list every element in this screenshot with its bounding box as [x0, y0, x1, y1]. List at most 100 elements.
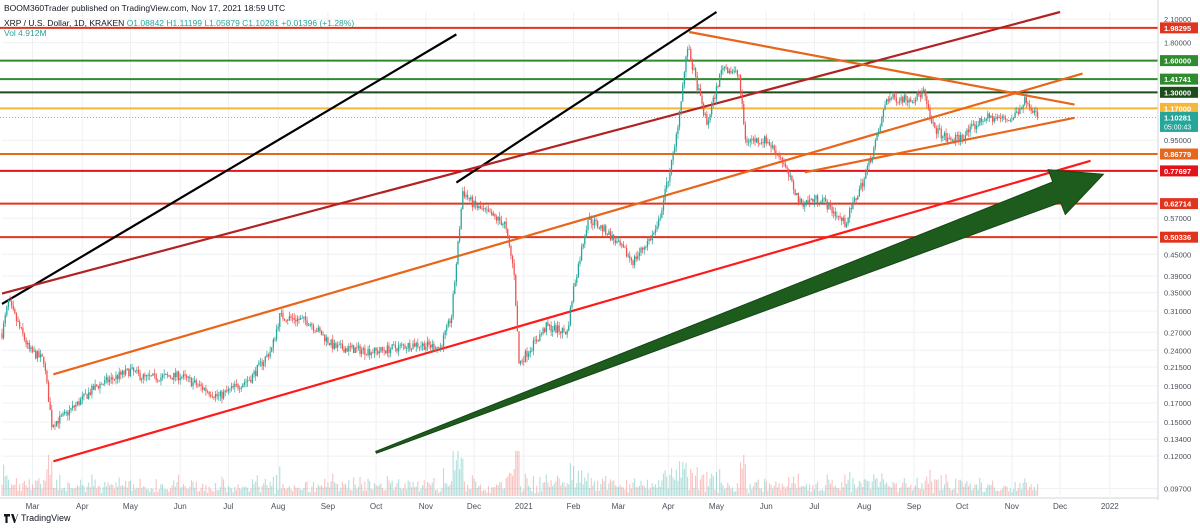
candle-body[interactable]	[826, 200, 828, 210]
candle-body[interactable]	[696, 76, 698, 91]
candle-body[interactable]	[930, 118, 933, 124]
candle-body[interactable]	[813, 199, 816, 202]
candle-body[interactable]	[287, 319, 289, 321]
candle-body[interactable]	[367, 349, 369, 356]
candle-body[interactable]	[118, 371, 120, 380]
candle-body[interactable]	[494, 213, 496, 217]
candle-body[interactable]	[816, 195, 819, 203]
candle-body[interactable]	[330, 339, 332, 346]
candle-body[interactable]	[385, 350, 387, 354]
candle-body[interactable]	[861, 183, 864, 187]
candle-body[interactable]	[487, 209, 490, 212]
candle-body[interactable]	[158, 380, 160, 382]
candle-body[interactable]	[405, 348, 408, 350]
candle-body[interactable]	[564, 331, 567, 335]
candle-body[interactable]	[592, 223, 594, 226]
candle-body[interactable]	[585, 229, 588, 237]
candle-body[interactable]	[404, 345, 406, 349]
candle-body[interactable]	[926, 96, 928, 104]
candle-body[interactable]	[52, 425, 55, 427]
candle-body[interactable]	[667, 181, 669, 183]
candle-body[interactable]	[942, 136, 944, 139]
candle-body[interactable]	[556, 325, 559, 333]
candle-body[interactable]	[829, 202, 832, 207]
candle-body[interactable]	[394, 344, 397, 349]
candle-body[interactable]	[1028, 104, 1031, 108]
candle-body[interactable]	[788, 168, 790, 177]
candle-body[interactable]	[230, 386, 233, 389]
candle-body[interactable]	[765, 136, 767, 144]
candle-body[interactable]	[932, 122, 934, 124]
candle-body[interactable]	[898, 100, 901, 103]
candle-body[interactable]	[906, 100, 909, 103]
candle-body[interactable]	[706, 114, 708, 125]
candle-body[interactable]	[308, 325, 310, 326]
candle-body[interactable]	[852, 201, 854, 209]
candle-body[interactable]	[1004, 118, 1007, 120]
candle-body[interactable]	[142, 374, 144, 379]
candle-body[interactable]	[552, 330, 554, 332]
candle-body[interactable]	[221, 391, 223, 399]
candle-body[interactable]	[195, 380, 197, 385]
candle-body[interactable]	[436, 347, 438, 350]
candle-body[interactable]	[332, 339, 334, 349]
candle-body[interactable]	[625, 248, 628, 257]
candle-body[interactable]	[131, 367, 133, 369]
candle-body[interactable]	[500, 220, 502, 226]
candle-body[interactable]	[643, 247, 645, 250]
candle-body[interactable]	[669, 173, 671, 182]
candle-body[interactable]	[868, 159, 870, 167]
candle-body[interactable]	[580, 247, 583, 261]
candle-body[interactable]	[255, 371, 257, 376]
candle-body[interactable]	[555, 325, 557, 333]
candle-body[interactable]	[516, 305, 519, 332]
candle-body[interactable]	[15, 313, 18, 321]
candle-body[interactable]	[799, 198, 801, 203]
candle-body[interactable]	[858, 189, 861, 197]
candle-body[interactable]	[328, 343, 331, 346]
candle-body[interactable]	[299, 318, 302, 320]
candle-body[interactable]	[407, 343, 409, 349]
candle-body[interactable]	[943, 132, 946, 137]
candle-body[interactable]	[28, 342, 30, 350]
candle-body[interactable]	[1033, 110, 1036, 113]
candle-body[interactable]	[439, 346, 441, 348]
candle-body[interactable]	[80, 399, 82, 405]
candle-body[interactable]	[322, 334, 324, 336]
candle-body[interactable]	[783, 162, 785, 165]
candle-body[interactable]	[354, 347, 356, 354]
candle-body[interactable]	[333, 343, 335, 349]
candle-body[interactable]	[723, 66, 726, 69]
candle-body[interactable]	[1022, 104, 1024, 110]
candle-body[interactable]	[412, 343, 414, 350]
candle-body[interactable]	[9, 299, 11, 302]
candle-body[interactable]	[780, 157, 782, 159]
candle-body[interactable]	[279, 313, 281, 327]
candle-body[interactable]	[961, 134, 963, 140]
candle-body[interactable]	[100, 383, 103, 385]
candle-body[interactable]	[441, 346, 443, 348]
candle-body[interactable]	[234, 384, 236, 388]
candle-body[interactable]	[672, 152, 674, 161]
candle-body[interactable]	[288, 316, 291, 320]
candle-body[interactable]	[470, 197, 472, 200]
candle-body[interactable]	[280, 312, 283, 314]
candle-body[interactable]	[160, 377, 162, 382]
candle-body[interactable]	[425, 346, 427, 350]
candle-body[interactable]	[465, 194, 467, 197]
candle-body[interactable]	[397, 345, 400, 352]
candle-body[interactable]	[630, 258, 633, 261]
candle-body[interactable]	[468, 197, 470, 200]
candle-body[interactable]	[722, 68, 724, 71]
candle-body[interactable]	[274, 339, 276, 341]
candle-body[interactable]	[842, 217, 844, 221]
candle-body[interactable]	[194, 380, 196, 383]
candle-body[interactable]	[958, 134, 960, 141]
candle-body[interactable]	[850, 208, 852, 209]
candle-body[interactable]	[409, 343, 411, 350]
candle-body[interactable]	[1014, 112, 1016, 118]
candle-body[interactable]	[653, 233, 655, 235]
candle-body[interactable]	[389, 349, 392, 354]
candle-body[interactable]	[123, 370, 125, 375]
candle-body[interactable]	[805, 200, 808, 204]
